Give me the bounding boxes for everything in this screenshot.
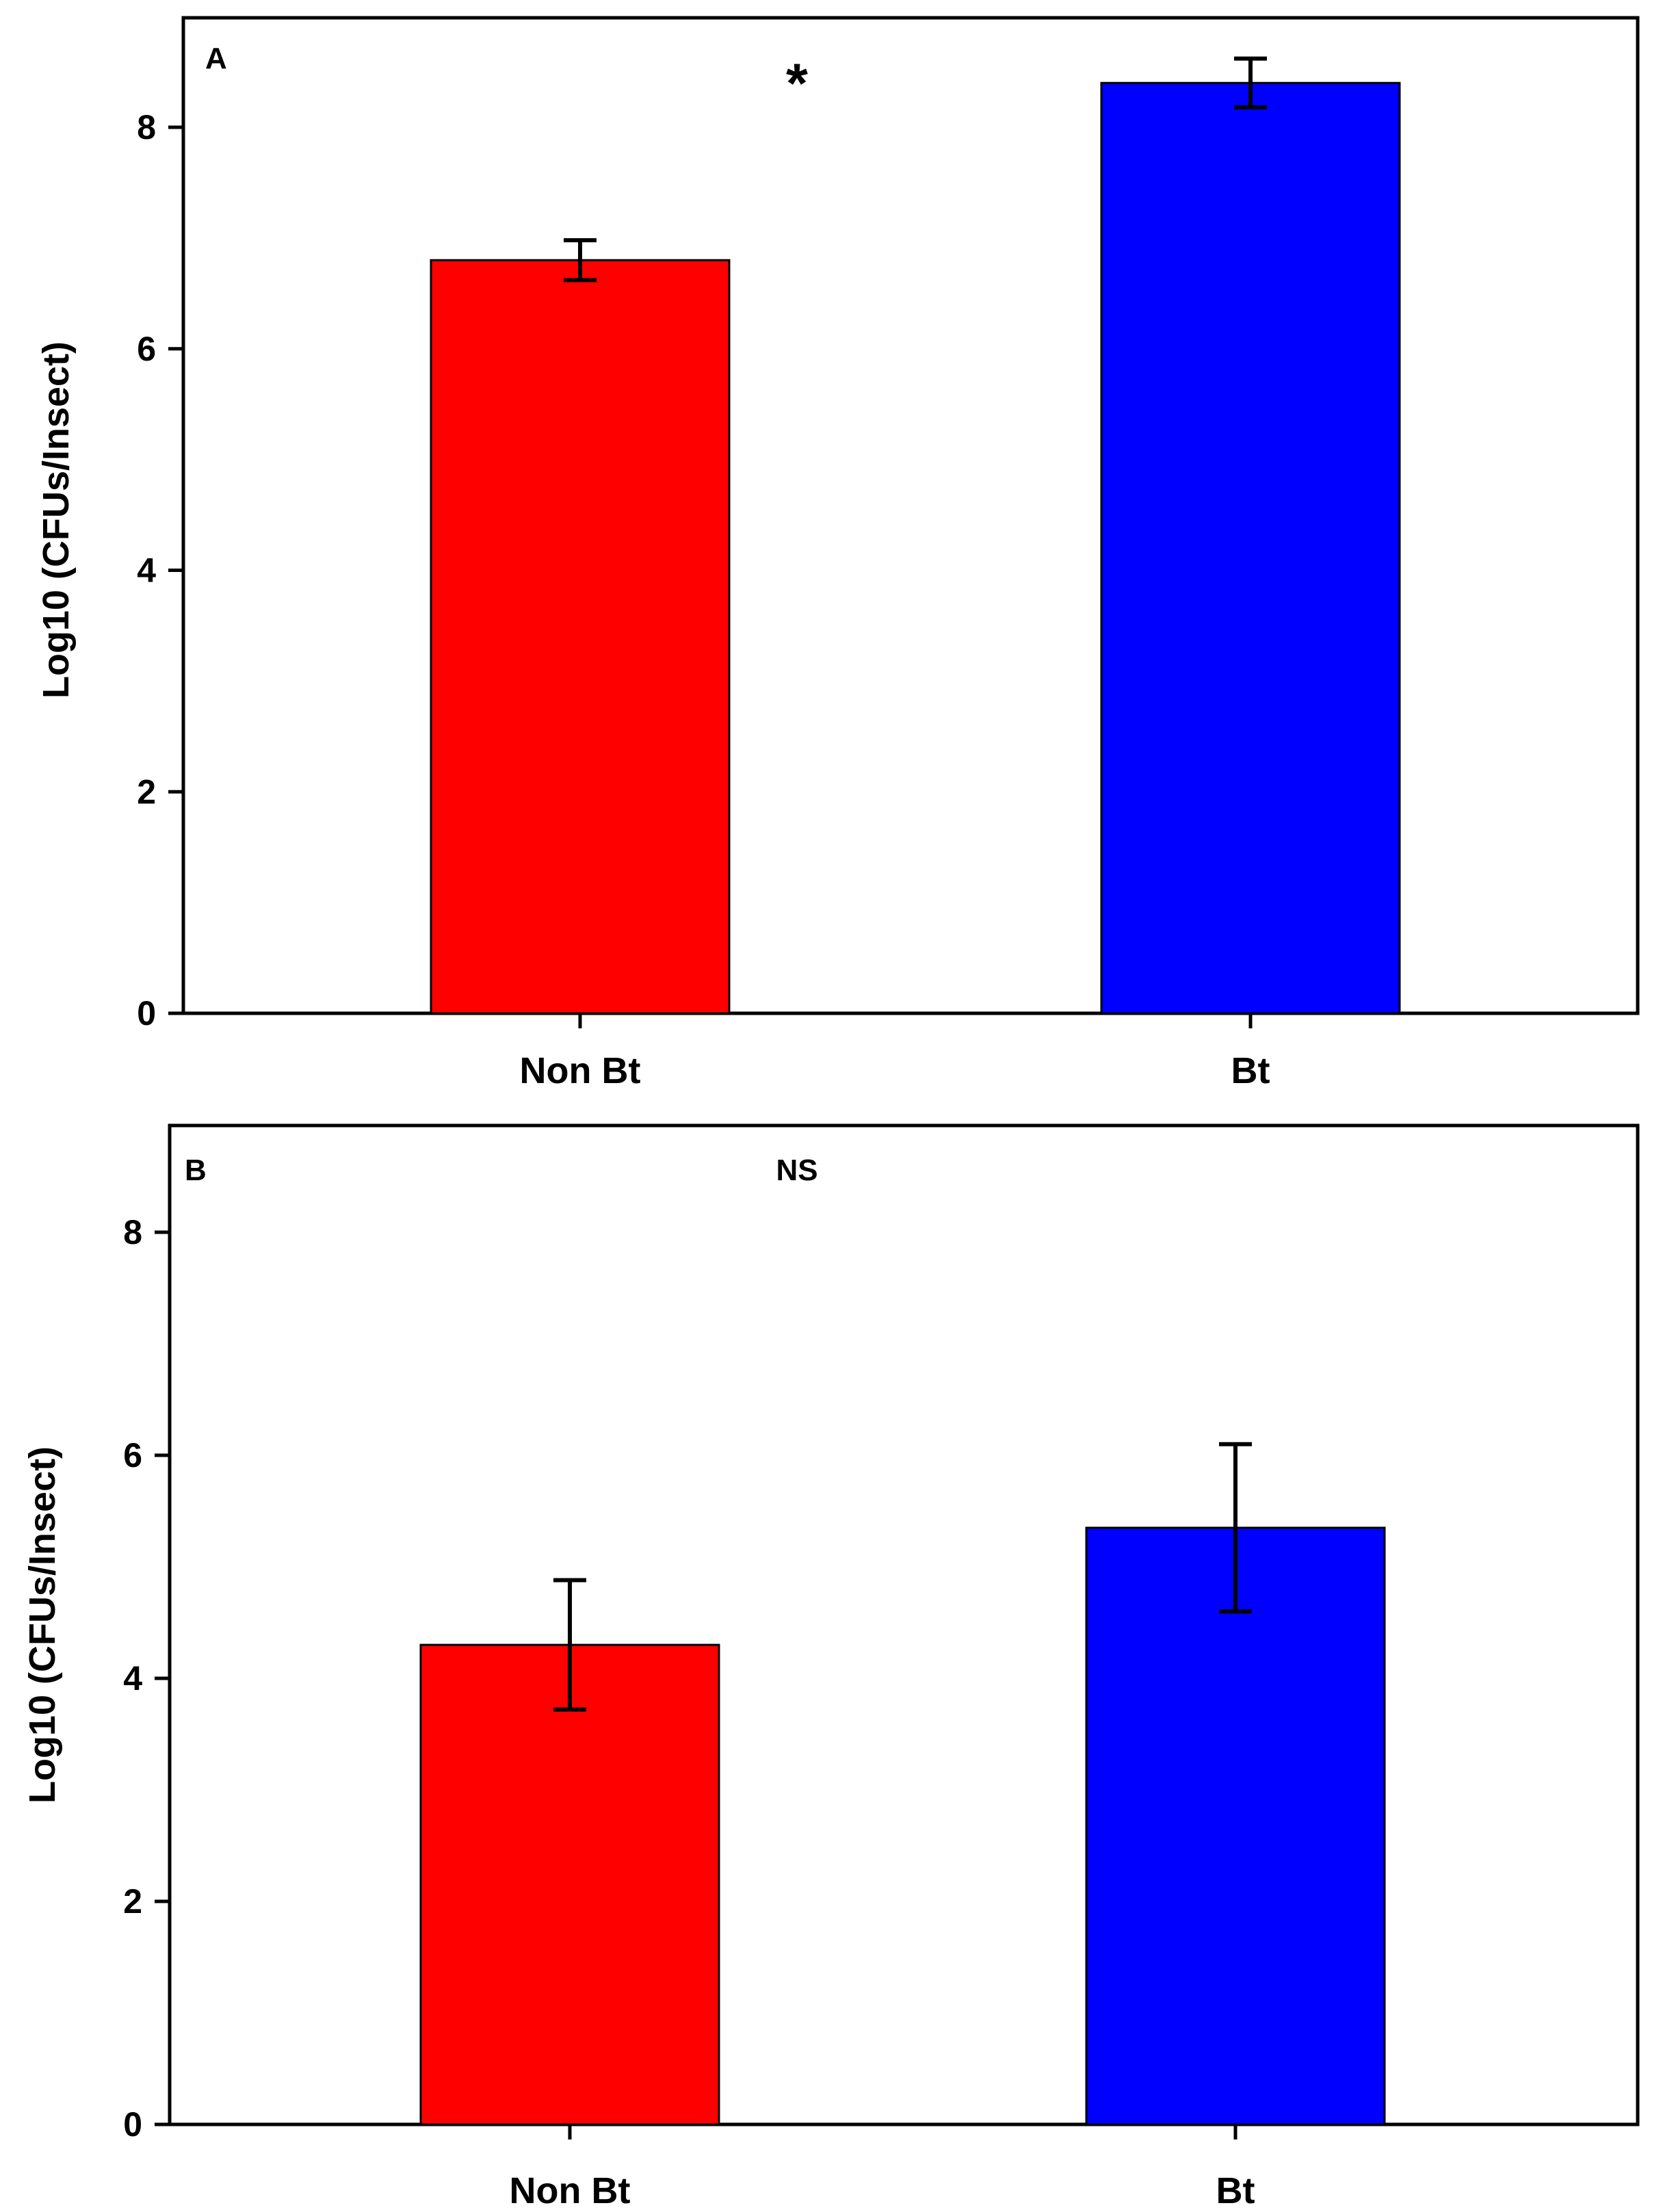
bars	[419, 1442, 1386, 2126]
panel-label: A	[205, 42, 227, 75]
y-ticks: 0 2 4 6 8	[123, 1213, 170, 2144]
y-tick-label: 6	[123, 1436, 142, 1474]
bar	[1085, 1526, 1386, 2126]
y-tick-label: 4	[137, 551, 156, 590]
x-category-label: Bt	[1231, 1050, 1270, 1091]
y-tick-label: 8	[137, 108, 156, 146]
y-axis-label: Log10 (CFUs/Insect)	[36, 341, 77, 699]
bar	[430, 259, 731, 1015]
x-category-label: Bt	[1216, 2170, 1255, 2211]
significance-marker: NS	[776, 1154, 817, 1187]
y-tick-label: 4	[123, 1659, 142, 1697]
y-tick-label: 2	[137, 772, 156, 811]
bar	[419, 1643, 720, 2126]
bars	[430, 56, 1401, 1015]
y-tick-label: 8	[123, 1213, 142, 1251]
y-tick-label: 0	[137, 994, 156, 1032]
y-tick-label: 6	[137, 330, 156, 368]
x-category-label: Non Bt	[520, 1050, 641, 1091]
x-categories: Non Bt Bt	[510, 2124, 1255, 2211]
y-axis-label: Log10 (CFUs/Insect)	[22, 1446, 63, 1804]
panel-b: B NS Log10 (CFUs/Insect) 0 2 4 6 8 Non Bt Bt	[22, 1123, 1640, 2211]
plot-frame	[181, 16, 1640, 1015]
plot-frame	[168, 1123, 1640, 2126]
y-tick-label: 0	[123, 2105, 142, 2144]
bar	[1100, 81, 1401, 1015]
y-ticks: 0 2 4 6 8	[137, 108, 183, 1032]
panel-label: B	[185, 1154, 207, 1187]
x-category-label: Non Bt	[510, 2170, 631, 2211]
panel-a: A * Log10 (CFUs/Insect) 0 2 4 6 8 Non Bt Bt	[36, 16, 1640, 1091]
x-categories: Non Bt Bt	[520, 1013, 1270, 1091]
y-tick-label: 2	[123, 1882, 142, 1921]
significance-marker: *	[786, 53, 808, 115]
